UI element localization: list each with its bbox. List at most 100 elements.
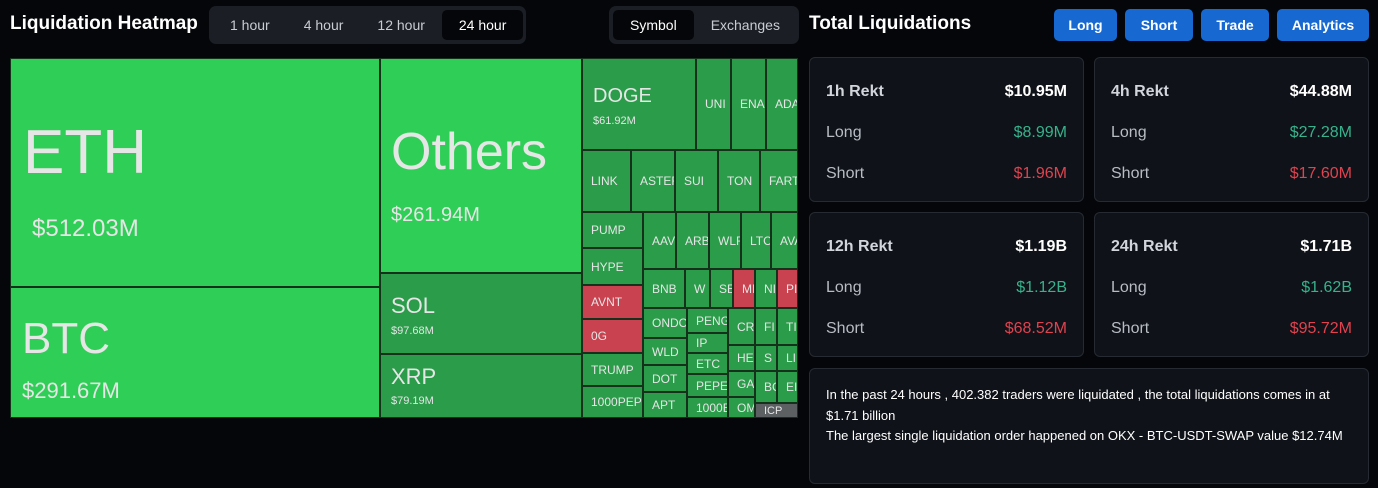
heatmap-cell-bc[interactable]: BC [755,371,777,403]
heatmap-cell-he[interactable]: HE [728,345,755,371]
cell-symbol: DOGE [593,85,652,107]
cell-symbol: PI [786,281,798,296]
cell-symbol: FI [764,319,775,334]
heatmap-cell-ton[interactable]: TON [718,150,760,212]
heatmap-cell-avax[interactable]: AVA [771,212,798,269]
heatmap-cell-li[interactable]: LI [777,345,798,371]
tab-12-hour[interactable]: 12 hour [377,17,425,33]
short-label: Short [1111,165,1150,182]
heatmap-cell-gai[interactable]: GAI [728,371,755,397]
heatmap-cell-fart[interactable]: FART [760,150,798,212]
heatmap-cell-sol[interactable]: SOL $97.68M [380,273,582,354]
heatmap-cell-om[interactable]: OM [728,397,755,418]
heatmap-cell-doge[interactable]: DOGE $61.92M [582,58,696,150]
heatmap-cell-pepe[interactable]: PEPE [687,374,728,397]
heatmap-cell-eth[interactable]: ETH $512.03M [10,58,380,287]
heatmap-cell-hype[interactable]: HYPE [582,248,643,285]
cell-symbol: S [764,351,773,365]
tab-symbol[interactable]: Symbol [613,10,694,40]
heatmap-cell-icp[interactable]: ICP [755,403,798,418]
heatmap-cell-trump[interactable]: TRUMP [582,353,643,386]
heatmap-cell-ti[interactable]: TI [777,308,798,345]
heatmap-cell-avnt[interactable]: AVNT [582,285,643,319]
liquidation-heatmap: ETH $512.03M BTC $291.67M Others $261.94… [10,58,798,418]
heatmap-cell-btc[interactable]: BTC $291.67M [10,287,380,418]
cell-symbol: EI [786,380,798,394]
cell-symbol: AVA [780,233,797,248]
heatmap-cell-sui[interactable]: SUI [675,150,718,212]
trade-button[interactable]: Trade [1201,9,1269,41]
cell-symbol: HYPE [591,259,624,274]
long-value: $27.28M [1289,124,1352,141]
cell-symbol: ONDO [652,316,687,330]
long-label: Long [1111,279,1147,296]
card-12h-rekt: 12h Rekt $1.19B Long $1.12B Short $68.52M [809,212,1084,357]
cell-symbol: ICP [764,404,783,417]
long-label: Long [1111,124,1147,141]
summary-traders-liquidated: In the past 24 hours , 402.382 traders w… [826,387,1330,423]
cell-symbol: ETH [23,118,147,187]
heatmap-cell-xrp[interactable]: XRP $79.19M [380,354,582,418]
heatmap-cell-peng[interactable]: PENG [687,308,728,333]
heatmap-cell-ena[interactable]: ENA [731,58,766,150]
heatmap-cell-ada[interactable]: ADA [766,58,798,150]
cell-symbol: Others [391,123,548,181]
heatmap-cell-w[interactable]: W [685,269,710,308]
cell-symbol: FART [769,174,798,188]
analytics-button[interactable]: Analytics [1277,9,1369,41]
long-button[interactable]: Long [1054,9,1117,41]
heatmap-cell-cr[interactable]: CR [728,308,755,345]
total-liquidations-title: Total Liquidations [809,13,972,34]
heatmap-cell-ei[interactable]: EI [777,371,798,403]
view-selector: Symbol Exchanges [609,6,799,44]
cell-symbol: BTC [22,314,110,363]
heatmap-cell-ni[interactable]: NI [755,269,777,308]
heatmap-cell-ondo[interactable]: ONDO [643,308,687,338]
tab-1-hour[interactable]: 1 hour [230,17,270,33]
tab-exchanges[interactable]: Exchanges [710,17,780,33]
heatmap-cell-apt[interactable]: APT [643,392,687,418]
cell-symbol: UNI [705,97,726,111]
heatmap-cell-s[interactable]: S [755,345,777,371]
heatmap-cell-pi[interactable]: PI [777,269,798,308]
cell-symbol: ETC [696,356,720,371]
heatmap-cell-1000pepe[interactable]: 1000PEPE [582,386,643,418]
heatmap-cell-wlfi[interactable]: WLF [709,212,741,269]
heatmap-cell-uni[interactable]: UNI [696,58,731,150]
cell-symbol: PEPE [696,378,728,393]
cell-symbol: TON [727,174,753,188]
heatmap-cell-etc[interactable]: ETC [687,353,728,374]
heatmap-cell-aster[interactable]: ASTER [631,150,675,212]
cell-symbol: SUI [684,174,705,188]
heatmap-cell-0g[interactable]: 0G [582,319,643,353]
tab-24-hour[interactable]: 24 hour [441,10,524,40]
cell-symbol: AAV [652,233,676,248]
timeframe-selector: 1 hour 4 hour 12 hour 24 hour [209,6,526,44]
heatmap-cell-arb[interactable]: ARB [676,212,709,269]
tab-4-hour[interactable]: 4 hour [303,17,344,33]
cell-symbol: ENA [740,97,765,111]
card-title: 24h Rekt [1111,238,1178,255]
heatmap-cell-wld[interactable]: WLD [643,338,687,365]
heatmap-cell-fi[interactable]: FI [755,308,777,345]
short-value: $68.52M [1004,320,1067,337]
cell-symbol: ARB [685,233,709,248]
heatmap-cell-others[interactable]: Others $261.94M [380,58,582,273]
heatmap-cell-1000b[interactable]: 1000B [687,397,728,418]
cell-value: $97.68M [391,325,434,337]
heatmap-cell-dot[interactable]: DOT [643,365,687,392]
heatmap-cell-bnb[interactable]: BNB [643,269,685,308]
long-value: $1.62B [1301,279,1352,296]
short-button[interactable]: Short [1125,9,1193,41]
heatmap-cell-aave[interactable]: AAV [643,212,676,269]
cell-value: $512.03M [32,215,139,242]
heatmap-cell-mi[interactable]: MI [733,269,755,308]
heatmap-cell-pump[interactable]: PUMP [582,212,643,248]
cell-symbol: SOL [391,293,436,318]
card-title: 1h Rekt [826,83,884,100]
heatmap-cell-ip[interactable]: IP [687,333,728,353]
heatmap-cell-ltc[interactable]: LTC [741,212,771,269]
card-24h-rekt: 24h Rekt $1.71B Long $1.62B Short $95.72M [1094,212,1369,357]
heatmap-cell-link[interactable]: LINK [582,150,631,212]
heatmap-cell-se[interactable]: SE [710,269,733,308]
